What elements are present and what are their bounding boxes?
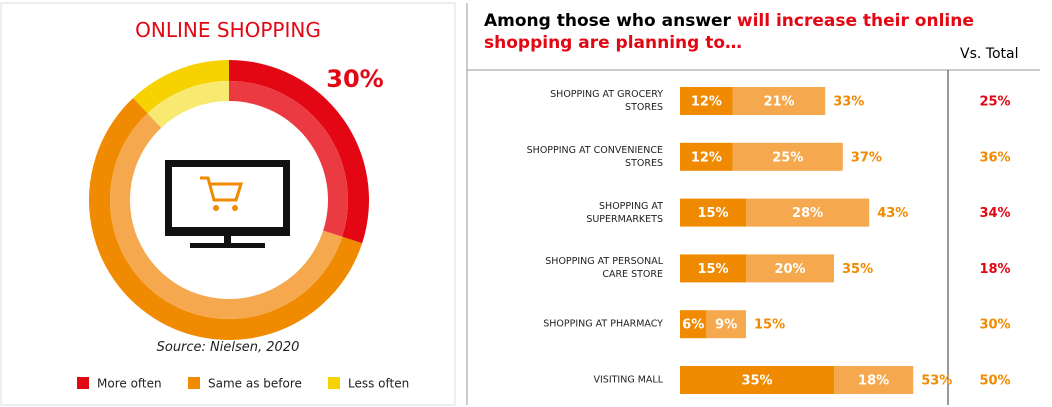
- sum-label: 15%: [754, 318, 785, 333]
- bar-segment: [680, 310, 707, 339]
- source: Source: Nielsen, 2020: [156, 340, 300, 355]
- donut-inner: [110, 113, 343, 319]
- segment-label: 9%: [715, 318, 737, 333]
- sum-label: 43%: [877, 206, 908, 221]
- segment-label: 35%: [741, 374, 772, 389]
- bar-segment: [746, 198, 870, 227]
- comparison-label: 30%: [979, 318, 1010, 333]
- bar-segment: [680, 198, 746, 227]
- legend-swatch: [328, 377, 340, 389]
- bar-title: Among those who answer will increase the…: [484, 10, 1024, 54]
- bar-segment: [834, 366, 914, 394]
- segment-label: 15%: [697, 206, 728, 221]
- category-label: SHOPPING AT SUPERMARKETS: [586, 200, 663, 225]
- category-label: SHOPPING AT PHARMACY: [543, 318, 663, 330]
- legend-swatch: [77, 377, 89, 389]
- segment-label: 15%: [697, 262, 728, 277]
- segment-label: 25%: [772, 150, 803, 165]
- category-label: SHOPPING AT CONVENIENCE STORES: [526, 144, 663, 169]
- donut-label: 30%: [326, 65, 383, 93]
- segment-label: 18%: [858, 374, 889, 389]
- bar-segment: [732, 87, 826, 115]
- donut-title: ONLINE SHOPPING: [135, 18, 321, 42]
- sum-label: 53%: [921, 374, 952, 389]
- left-panel: [0, 2, 456, 406]
- title-part: Among those who answer: [484, 11, 731, 31]
- title-highlight: will increase their online shopping are …: [484, 11, 974, 53]
- segment-label: 28%: [792, 206, 823, 221]
- segment-label: 12%: [691, 150, 722, 165]
- legend-label: Less often: [348, 377, 409, 391]
- category-label: SHOPPING AT GROCERY STORES: [550, 89, 663, 113]
- donut-outer: [229, 60, 369, 244]
- segment-label: 12%: [691, 95, 722, 110]
- bar-segment: [680, 254, 746, 283]
- segment-label: 6%: [682, 318, 704, 333]
- segment-label: 20%: [774, 262, 805, 277]
- bar-segment: [746, 254, 834, 283]
- bar-segment: [680, 87, 733, 115]
- category-label: VISITING MALL: [593, 374, 663, 386]
- bar-segment: [680, 142, 733, 171]
- legend-label: More often: [97, 377, 162, 391]
- sum-label: 35%: [842, 262, 873, 277]
- comparison-label: 36%: [979, 150, 1010, 165]
- bar-segment: [706, 310, 746, 339]
- sum-label: 33%: [833, 95, 864, 110]
- segment-label: 21%: [763, 95, 794, 110]
- bar-segment: [680, 366, 834, 394]
- donut-inner: [229, 81, 348, 237]
- comparison-label: 34%: [979, 206, 1010, 221]
- bar-segment: [732, 142, 843, 171]
- donut-outer: [88, 97, 363, 340]
- comparison-label: 25%: [979, 95, 1010, 110]
- comparison-label: 50%: [979, 374, 1010, 389]
- sum-label: 37%: [851, 150, 882, 165]
- category-label: SHOPPING AT PERSONAL CARE STORE: [545, 256, 663, 281]
- legend-label: Same as before: [208, 377, 302, 391]
- column-title: Vs. Total: [960, 46, 1019, 62]
- monitor-icon: [165, 160, 290, 248]
- donut-outer: [133, 60, 229, 114]
- comparison-label: 18%: [979, 262, 1010, 277]
- legend-swatch: [188, 377, 200, 389]
- donut-inner: [147, 81, 229, 128]
